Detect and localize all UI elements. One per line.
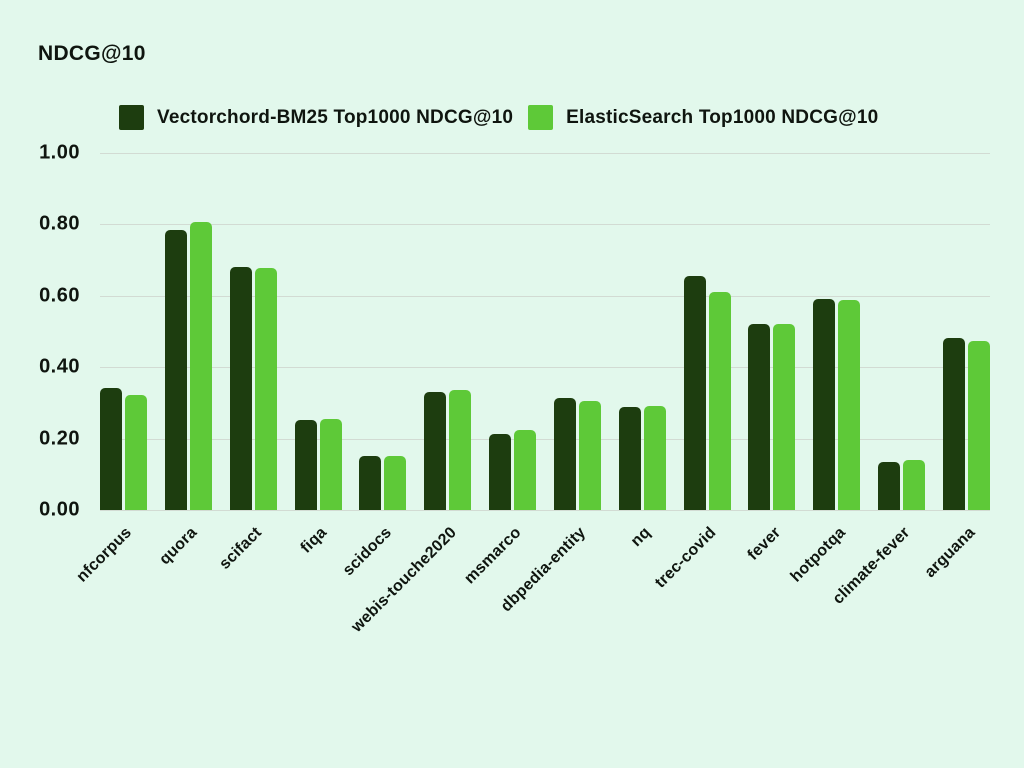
gridline	[100, 153, 990, 154]
bar-elasticsearch	[449, 390, 472, 510]
bar-vectorchord-bm25	[424, 392, 447, 510]
bar-group-trec-covid: trec-covid	[652, 153, 731, 592]
x-axis-label: scidocs	[339, 524, 395, 580]
gridline	[100, 510, 990, 511]
bar-vectorchord-bm25	[942, 337, 965, 510]
legend: Vectorchord-BM25 Top1000 NDCG@10 Elastic…	[119, 105, 878, 130]
x-axis-label: scifact	[216, 524, 266, 573]
x-axis-label: arguana	[921, 524, 979, 582]
bar-elasticsearch	[967, 341, 990, 510]
y-axis-tick-label: 1.00	[39, 141, 80, 164]
chart-title: NDCG@10	[38, 42, 146, 65]
bar-vectorchord-bm25	[100, 387, 122, 510]
y-axis-tick-label: 0.60	[39, 284, 80, 307]
bar-elasticsearch	[773, 324, 796, 510]
legend-label-elasticsearch: ElasticSearch Top1000 NDCG@10	[566, 106, 879, 128]
y-axis-tick-label: 0.40	[39, 355, 80, 378]
bar-vectorchord-bm25	[553, 397, 576, 510]
legend-swatch-vectorchord-icon	[119, 105, 144, 130]
y-axis: 0.00 0.20 0.40 0.60 0.80 1.00	[0, 142, 90, 521]
bar-elasticsearch	[578, 401, 601, 510]
bar-vectorchord-bm25	[229, 267, 252, 510]
bar-vectorchord-bm25	[294, 420, 317, 510]
x-axis-label: nfcorpus	[73, 524, 136, 586]
bar-group-quora: quora	[156, 153, 212, 568]
bar-vectorchord-bm25	[164, 230, 187, 510]
legend-item-elasticsearch: ElasticSearch Top1000 NDCG@10	[528, 105, 878, 130]
bar-elasticsearch	[384, 456, 407, 510]
bar-elasticsearch	[838, 300, 861, 510]
gridline	[100, 224, 990, 225]
bar-group-hotpotqa: hotpotqa	[787, 153, 861, 586]
bar-elasticsearch	[643, 406, 666, 510]
x-axis-label: fiqa	[297, 524, 331, 557]
bar-group-fiqa: fiqa	[294, 153, 342, 557]
x-axis-label: nq	[628, 524, 655, 551]
bar-elasticsearch	[319, 419, 342, 510]
bar-elasticsearch	[514, 429, 537, 510]
bar-group-arguana: arguana	[921, 153, 990, 581]
gridline	[100, 296, 990, 297]
x-axis-label: hotpotqa	[787, 524, 849, 586]
y-axis-tick-label: 0.00	[39, 498, 80, 521]
bar-elasticsearch	[189, 221, 212, 510]
bar-group-scifact: scifact	[216, 153, 277, 573]
bar-vectorchord-bm25	[683, 275, 706, 510]
bars-row: nfcorpus quora scifact fiqa scidocs webis-tou…	[74, 153, 990, 636]
bar-elasticsearch	[903, 460, 926, 510]
bar-group-fever: fever	[744, 153, 796, 564]
bar-elasticsearch	[708, 291, 731, 510]
x-axis-label: trec-covid	[651, 524, 720, 592]
bar-group-climate-fever: climate-fever	[830, 153, 926, 608]
bar-vectorchord-bm25	[359, 455, 382, 510]
x-axis-label: quora	[156, 524, 201, 569]
bar-group-msmarco: msmarco	[461, 153, 537, 587]
bar-vectorchord-bm25	[878, 461, 901, 510]
x-axis-label: msmarco	[461, 524, 525, 588]
y-axis-tick-label: 0.20	[39, 427, 80, 450]
bar-group-webis-touche2020: webis-touche2020	[348, 153, 472, 636]
bar-elasticsearch	[125, 395, 147, 510]
bar-vectorchord-bm25	[618, 407, 641, 510]
y-axis-tick-label: 0.80	[39, 212, 80, 235]
x-axis-label: fever	[744, 524, 784, 564]
bar-group-dbpedia-entity: dbpedia-entity	[498, 153, 601, 615]
bar-elasticsearch	[254, 268, 277, 510]
bar-group-nfcorpus: nfcorpus	[74, 153, 147, 586]
legend-label-vectorchord: Vectorchord-BM25 Top1000 NDCG@10	[157, 106, 514, 128]
legend-item-vectorchord: Vectorchord-BM25 Top1000 NDCG@10	[119, 105, 513, 130]
gridline	[100, 367, 990, 368]
bar-group-nq: nq	[618, 153, 666, 550]
bar-vectorchord-bm25	[489, 434, 512, 510]
bar-vectorchord-bm25	[813, 299, 836, 510]
gridline	[100, 439, 990, 440]
legend-swatch-elasticsearch-icon	[528, 105, 554, 130]
bar-vectorchord-bm25	[748, 324, 771, 510]
plot-area: nfcorpus quora scifact fiqa scidocs webis-tou…	[74, 153, 990, 636]
bar-group-scidocs: scidocs	[340, 153, 407, 579]
